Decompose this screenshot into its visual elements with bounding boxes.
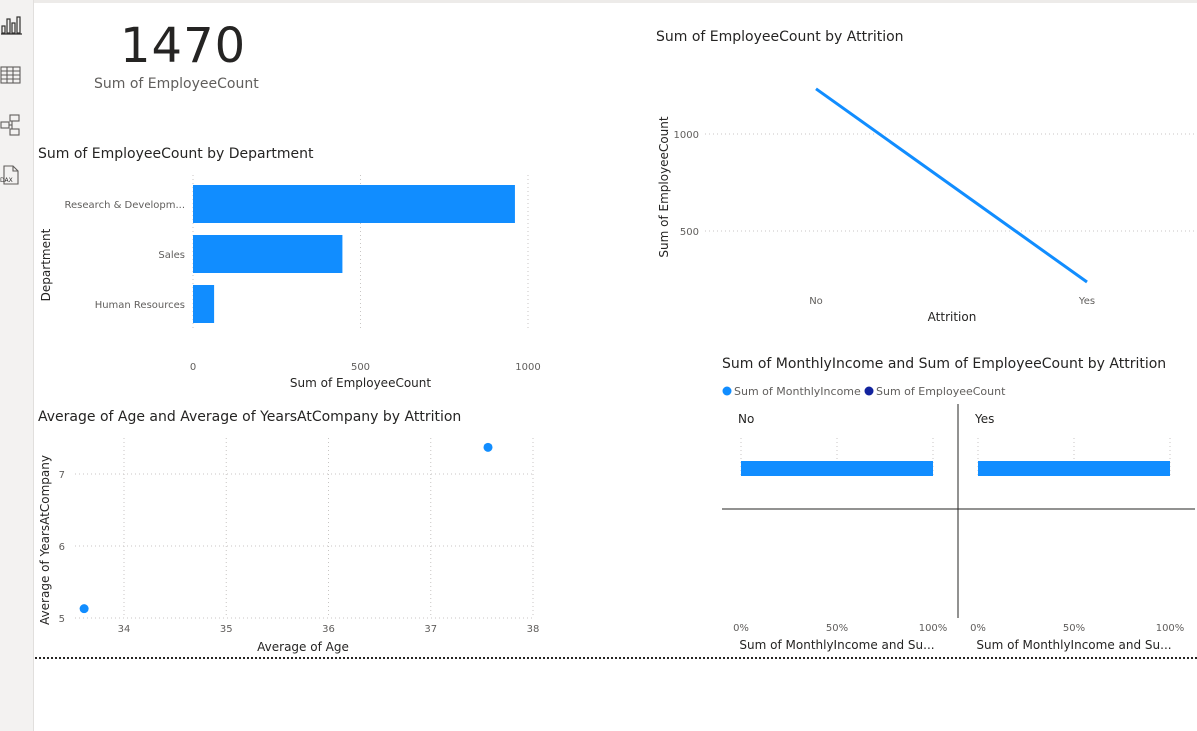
- dept-category-label: Sales: [158, 250, 185, 261]
- attrition-series-line[interactable]: [815, 87, 1088, 284]
- scatter-x-tick-label: 34: [118, 624, 131, 635]
- attrition-line-title: Sum of EmployeeCount by Attrition: [656, 29, 904, 45]
- multiples-bar[interactable]: [978, 461, 1170, 476]
- multiples-x-tick-label: 50%: [1063, 623, 1085, 634]
- dept-bar[interactable]: [193, 185, 515, 223]
- scatter-x-tick-label: 35: [220, 624, 233, 635]
- scatter-point[interactable]: [79, 604, 89, 614]
- kpi-card-value: 1470: [120, 18, 247, 74]
- legend-entry[interactable]: Sum of EmployeeCount: [876, 385, 1006, 398]
- legend-marker: [864, 386, 874, 396]
- line-x-tick-label: No: [809, 296, 823, 307]
- line-y-tick-label: 1000: [674, 130, 699, 141]
- multiples-x-tick-label: 100%: [1156, 623, 1185, 634]
- attrition-line-chart[interactable]: 500 1000 No Yes Attrition Sum of EmployeeCoun…: [650, 55, 1197, 330]
- scatter-x-axis-title: Average of Age: [257, 640, 349, 654]
- scatter-x-tick-label: 36: [322, 624, 335, 635]
- kpi-card[interactable]: 1470 Sum of EmployeeCount: [80, 10, 280, 100]
- multiples-x-tick-label: 0%: [733, 623, 749, 634]
- dept-x-tick-label: 1000: [515, 362, 540, 373]
- model-diagram-icon[interactable]: [0, 114, 22, 136]
- dept-y-axis-title: Department: [39, 228, 53, 301]
- dept-bar[interactable]: [193, 285, 215, 323]
- legend-marker: [722, 386, 732, 396]
- line-x-axis-title: Attrition: [928, 310, 977, 324]
- scatter-y-tick-label: 7: [59, 470, 65, 481]
- dept-bar[interactable]: [193, 235, 343, 273]
- legend-entry[interactable]: Sum of MonthlyIncome: [734, 385, 861, 398]
- scatter-y-tick-label: 5: [59, 614, 65, 625]
- multiples-x-axis-title: Sum of MonthlyIncome and Su...: [976, 638, 1171, 652]
- income-chart-title: Sum of MonthlyIncome and Sum of Employee…: [722, 356, 1167, 372]
- dept-x-axis-title: Sum of EmployeeCount: [290, 376, 431, 390]
- table-grid-icon[interactable]: [0, 64, 22, 86]
- dept-category-label: Research & Developm...: [65, 200, 185, 211]
- scatter-y-tick-label: 6: [59, 542, 65, 553]
- multiples-x-tick-label: 0%: [970, 623, 986, 634]
- view-switcher-rail: DAX: [0, 0, 34, 731]
- scatter-point[interactable]: [483, 442, 493, 452]
- svg-text:DAX: DAX: [0, 177, 13, 184]
- dept-x-tick-label: 500: [351, 362, 370, 373]
- line-y-axis-title: Sum of EmployeeCount: [657, 116, 671, 257]
- scatter-x-tick-label: 38: [527, 624, 540, 635]
- page-divider: [35, 657, 1197, 659]
- scatter-title: Average of Age and Average of YearsAtCom…: [38, 409, 462, 425]
- income-small-multiples-chart[interactable]: Sum of MonthlyIncome Sum of EmployeeCount…: [715, 378, 1197, 655]
- bar-chart-icon[interactable]: [0, 14, 22, 36]
- panel-label: No: [738, 412, 754, 426]
- multiples-x-tick-label: 50%: [826, 623, 848, 634]
- dept-category-label: Human Resources: [95, 300, 185, 311]
- scatter-x-tick-label: 37: [424, 624, 437, 635]
- top-border: [34, 0, 1197, 3]
- dept-x-tick-label: 0: [190, 362, 196, 373]
- dax-query-icon[interactable]: DAX: [0, 164, 22, 186]
- panel-label: Yes: [974, 412, 994, 426]
- dept-chart-title: Sum of EmployeeCount by Department: [38, 146, 314, 162]
- line-x-tick-label: Yes: [1078, 296, 1095, 307]
- multiples-x-tick-label: 100%: [919, 623, 948, 634]
- line-y-tick-label: 500: [680, 227, 699, 238]
- age-scatter-chart[interactable]: 34 35 36 37 38 5 6 7 Average of Age Average of Ye…: [35, 430, 555, 656]
- multiples-bar[interactable]: [741, 461, 933, 476]
- scatter-y-axis-title: Average of YearsAtCompany: [38, 455, 52, 625]
- kpi-card-label: Sum of EmployeeCount: [94, 76, 259, 92]
- multiples-x-axis-title: Sum of MonthlyIncome and Su...: [739, 638, 934, 652]
- dept-bar-chart[interactable]: 0 500 1000 Research & Developm... Sales Human…: [35, 170, 555, 395]
